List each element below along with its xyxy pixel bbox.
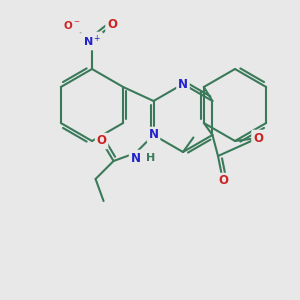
Text: O: O [97, 134, 106, 148]
Text: N: N [148, 128, 159, 142]
Text: N: N [130, 152, 141, 164]
Text: O: O [218, 175, 228, 188]
Text: N$^+$: N$^+$ [83, 33, 101, 49]
Text: H: H [146, 153, 155, 163]
Text: N: N [178, 77, 188, 91]
Text: O: O [253, 131, 263, 145]
Text: O: O [107, 19, 117, 32]
Text: O$^-$: O$^-$ [63, 19, 81, 31]
